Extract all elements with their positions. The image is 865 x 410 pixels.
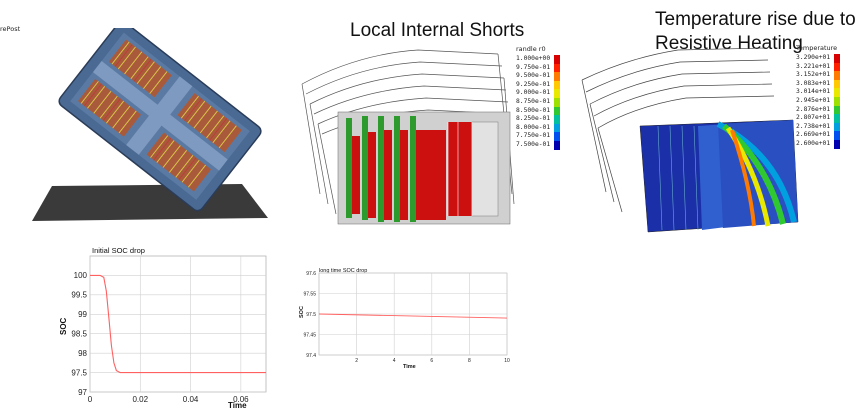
y-tick-label: 98.5: [71, 330, 87, 339]
panel3-title-line1: Temperature rise due to: [655, 9, 856, 30]
soc-series-line: [90, 274, 266, 374]
x-tick-label: 10: [504, 358, 510, 364]
colorbar-swatch: [834, 122, 840, 132]
tick-labels: 2 4 6 8 10 97.6 97.55 97.5 97.45 97.4: [303, 271, 510, 364]
y-tick-label: 97.5: [71, 368, 87, 377]
colorbar-swatch: [834, 88, 840, 97]
panel2-colorbar-title: randle r0: [516, 45, 546, 53]
colorbar-swatch: [834, 105, 840, 115]
chart-title: long time SOC drop: [319, 268, 367, 274]
battery-pack-model: [32, 28, 268, 221]
cb2-label: 8.000e-01: [516, 123, 551, 131]
colorbar-swatch: [554, 80, 560, 90]
panel3-title-line2: Resistive Heating: [655, 33, 803, 54]
cb2-label: 9.500e-01: [516, 72, 551, 80]
panel3-colorbar: 3.290e+01 3.221e+01 3.152e+01 3.083e+01 …: [796, 54, 840, 149]
colorbar-swatches: [554, 55, 560, 150]
x-tick-label: 0: [88, 395, 93, 404]
colorbar-swatch: [554, 140, 560, 150]
soc-series-line: [318, 313, 508, 319]
cb3-label: 3.152e+01: [796, 71, 831, 79]
colorbar-swatch: [554, 97, 560, 107]
y-tick-label: 97: [78, 388, 87, 397]
colorbar-swatches: [834, 54, 840, 149]
panel2-title: Local Internal Shorts: [350, 20, 525, 41]
colorbar-swatch: [554, 89, 560, 98]
colorbar-swatch: [834, 96, 840, 106]
cb2-label: 7.500e-01: [516, 140, 551, 148]
cb3-label: 2.945e+01: [796, 96, 831, 104]
x-tick-label: 8: [468, 358, 471, 364]
cb2-label: 8.500e-01: [516, 106, 551, 114]
cb2-label: 8.250e-01: [516, 115, 551, 123]
colorbar-swatch: [554, 63, 560, 73]
y-tick-label: 97.5: [306, 312, 316, 318]
chart-frame: [295, 262, 517, 372]
x-axis-label: Time: [228, 401, 247, 410]
long-time-soc-chart: long time SOC drop 2 4 6 8 10 97.6 97.55 97.5 97…: [295, 262, 517, 372]
y-tick-label: 97.4: [306, 353, 316, 359]
colorbar-swatch: [834, 71, 840, 80]
cb2-label: 7.750e-01: [516, 132, 551, 140]
cb3-label: 3.083e+01: [796, 79, 831, 87]
panel1-label: rePost: [0, 25, 21, 33]
cb2-label: 1.000e+00: [516, 55, 551, 62]
colorbar-swatch: [554, 72, 560, 81]
ground-plate: [32, 184, 268, 221]
y-axis-label: SOC: [59, 317, 68, 335]
temperature-cell-model: [581, 47, 799, 233]
chart-title: Initial SOC drop: [92, 246, 145, 255]
panel3-title: Temperature rise due to Resistive Heatin…: [655, 8, 856, 56]
y-axis-label: SOC: [299, 306, 305, 318]
colorbar-swatch: [834, 139, 840, 149]
y-tick-label: 97.45: [303, 332, 316, 338]
chart-frame: [58, 240, 270, 410]
colorbar-swatch: [554, 123, 560, 133]
y-tick-label: 98: [78, 349, 87, 358]
colorbar-swatch: [834, 79, 840, 89]
y-tick-label: 97.55: [303, 291, 316, 297]
grid: [319, 272, 508, 356]
y-tick-label: 97.6: [306, 271, 316, 277]
cb3-label: 3.014e+01: [796, 88, 831, 96]
x-tick-label: 2: [355, 358, 358, 364]
shorts-cell-model: [301, 49, 515, 225]
cb2-label: 9.000e-01: [516, 89, 551, 97]
y-tick-label: 99.5: [71, 291, 87, 300]
y-tick-label: 100: [74, 271, 88, 280]
colorbar-swatch: [554, 132, 560, 141]
initial-soc-chart: Initial SOC drop 0 0.02 0.04 0.06 100 99.5 99 9…: [58, 240, 270, 410]
x-tick-label: 0.06: [233, 395, 249, 404]
cb3-label: 2.876e+01: [796, 105, 831, 113]
panel2-colorbar: 1.000e+00 9.750e-01 9.500e-01 9.250e-01 …: [516, 55, 560, 150]
tick-labels: 0 0.02 0.04 0.06 100 99.5 99 98.5 98 97.5 97: [71, 271, 249, 404]
x-tick-label: 6: [430, 358, 433, 364]
x-tick-label: 4: [393, 358, 396, 364]
cb3-label: 2.807e+01: [796, 114, 831, 122]
x-tick-label: 0.02: [132, 395, 148, 404]
x-tick-label: 0.04: [183, 395, 199, 404]
colorbar-swatch: [554, 115, 560, 124]
x-axis-label: Time: [403, 364, 416, 370]
panel3-colorbar-title: Temperature: [796, 44, 838, 52]
colorbar-swatch: [834, 54, 840, 63]
colorbar-swatch: [554, 55, 560, 64]
cb2-label: 9.250e-01: [516, 80, 551, 88]
cb3-label: 2.738e+01: [796, 122, 831, 130]
colorbar-swatch: [834, 62, 840, 72]
cb3-label: 2.600e+01: [796, 139, 831, 147]
colorbar-swatch: [834, 114, 840, 123]
cb3-label: 3.290e+01: [796, 54, 831, 61]
cb3-label: 3.221e+01: [796, 62, 831, 70]
cb2-label: 8.750e-01: [516, 97, 551, 105]
cb3-label: 2.669e+01: [796, 131, 831, 139]
colorbar-swatch: [554, 106, 560, 116]
cb2-label: 9.750e-01: [516, 63, 551, 71]
y-tick-label: 99: [78, 310, 87, 319]
colorbar-swatch: [834, 131, 840, 140]
